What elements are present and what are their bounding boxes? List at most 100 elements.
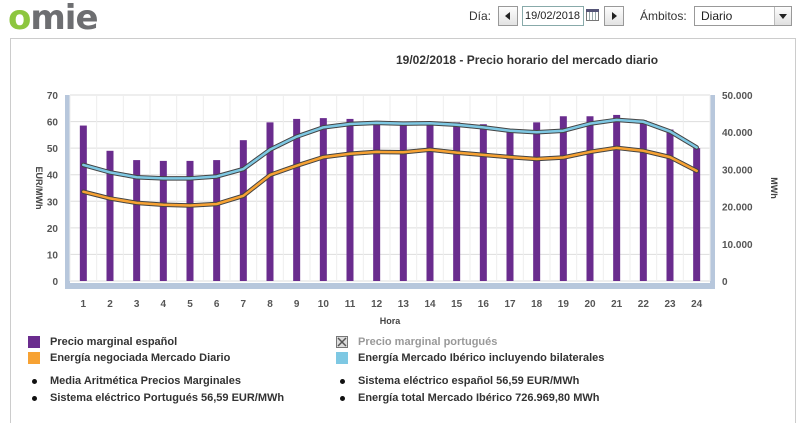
x-tick-label: 20 [584,299,596,310]
calendar-icon[interactable] [586,9,599,21]
x-tick-label: 22 [638,299,650,310]
y2-axis-label: MWh [769,177,779,199]
x-tick-label: 2 [107,299,113,310]
bar-precio [373,121,381,281]
x-tick-label: 5 [187,299,193,310]
bar-precio [533,122,541,282]
series-line [82,146,698,207]
ambitos-selected-value: Diario [701,9,733,23]
bar-precio [479,124,487,281]
bar-precio [186,160,194,281]
legend-swatch [28,336,40,348]
bar-precio [693,148,701,281]
bar-precio [426,121,434,281]
x-tick-label: 12 [371,299,383,310]
x-tick-label: 1 [81,299,87,310]
bar-precio [79,125,87,281]
stat-label: Energía total Mercado Ibérico 726.969,80… [358,392,600,404]
x-tick-label: 13 [398,299,410,310]
y-tick-label: 30 [47,197,59,208]
date-input[interactable] [522,6,584,26]
bar-precio [506,129,514,281]
x-tick-label: 14 [424,299,436,310]
stat-label: Sistema eléctrico español 56,59 EUR/MWh [358,375,580,387]
bar-precio [613,114,621,281]
y2-tick-label: 50.000 [722,91,753,102]
y-tick-label: 40 [47,171,59,182]
logo-text: mie [30,0,98,38]
x-tick-label: 7 [241,299,247,310]
bar-precio [239,140,247,281]
bar-precio [133,160,141,281]
bar-precio [319,118,327,281]
x-tick-label: 24 [691,299,703,310]
chevron-down-icon[interactable] [774,7,791,25]
x-axis-label: Hora [380,316,401,326]
bullet-icon [340,379,345,384]
x-tick-label: 6 [214,299,220,310]
x-tick-label: 21 [611,299,623,310]
x-tick-label: 11 [345,299,356,310]
y-axis-label: EUR/MWh [34,167,44,210]
y2-tick-label: 20.000 [722,203,753,214]
top-bar: omie Día: Ámbitos: Diario [0,0,800,38]
bar-precio [346,118,354,282]
chart-panel [10,38,796,423]
y-tick-label: 0 [52,277,58,288]
x-tick-label: 9 [294,299,300,310]
bar-precio [293,118,301,282]
ambitos-select[interactable]: Diario [694,6,792,26]
previous-day-button[interactable] [498,6,518,26]
bar-precio [559,116,567,281]
bar-precio [106,150,114,281]
bar-precio [586,116,594,281]
omie-logo: omie [8,0,128,38]
y-tick-label: 10 [47,250,59,261]
right-axis-bar [710,95,715,289]
bullet-icon [340,396,345,401]
x-tick-label: 19 [558,299,570,310]
x-axis-bar [70,283,710,289]
legend-swatch [336,352,348,364]
ambitos-label: Ámbitos: [640,9,687,23]
chart-title: 19/02/2018 - Precio horario del mercado … [396,53,659,67]
left-axis-bar [65,95,70,289]
x-tick-label: 4 [161,299,167,310]
y2-tick-label: 30.000 [722,165,753,176]
y2-tick-label: 0 [722,277,728,288]
x-tick-label: 3 [134,299,140,310]
logo-letter: o [8,0,31,38]
bar-precio [453,122,461,282]
y-tick-label: 60 [47,118,59,129]
bullet-icon [32,379,37,384]
bar-precio [266,122,274,282]
x-tick-label: 23 [664,299,676,310]
bar-precio [399,122,407,282]
x-tick-label: 16 [478,299,490,310]
legend-label: Precio marginal español [50,336,178,348]
x-tick-label: 18 [531,299,543,310]
chevron-left-icon [505,12,510,20]
bar-precio [213,160,221,281]
x-tick-label: 8 [267,299,273,310]
next-day-button[interactable] [604,6,624,26]
legend-label: Energía Mercado Ibérico incluyendo bilat… [358,352,605,364]
y2-tick-label: 40.000 [722,128,753,139]
dia-label: Día: [469,9,492,23]
y-tick-label: 20 [47,224,59,235]
legend-label: Energía negociada Mercado Diario [50,352,231,364]
bar-precio [666,129,674,281]
bullet-icon [32,396,37,401]
y2-tick-label: 10.000 [722,240,753,251]
stat-label: Sistema eléctrico Portugués 56,59 EUR/MW… [50,392,285,404]
y-tick-label: 70 [47,91,59,102]
stat-label: Media Aritmética Precios Marginales [50,375,241,387]
legend-label: Precio marginal portugués [358,336,498,348]
x-tick-label: 15 [451,299,463,310]
x-tick-label: 17 [504,299,516,310]
legend-swatch [28,352,40,364]
close-icon [336,336,348,348]
x-tick-label: 10 [318,299,330,310]
y-tick-label: 50 [47,144,59,155]
